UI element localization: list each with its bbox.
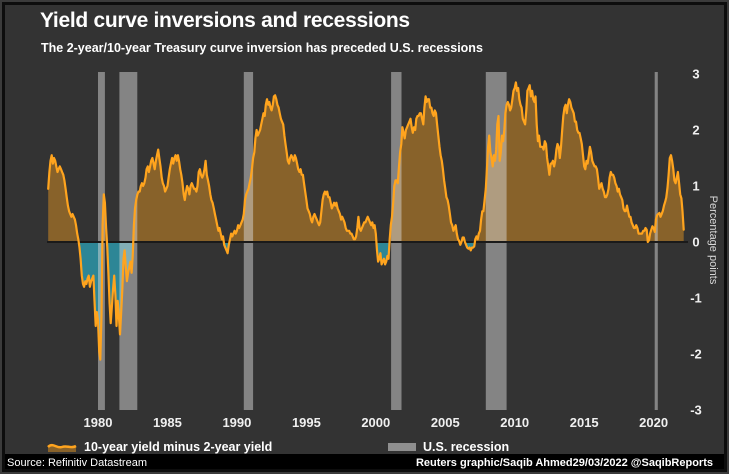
chart-legend: 10-year yield minus 2-year yield U.S. re… [2, 438, 727, 455]
y-axis-title: Percentage points [707, 196, 719, 285]
legend-label-spread: 10-year yield minus 2-year yield [84, 439, 273, 454]
y-tick-label: 3 [692, 67, 699, 82]
x-tick-label: 1980 [84, 415, 113, 430]
chart-title: Yield curve inversions and recessions [40, 9, 410, 32]
x-tick-label: 2010 [500, 415, 529, 430]
y-tick-label: -1 [690, 291, 702, 306]
spread-line [47, 81, 685, 361]
yield-spread-swatch-icon [47, 443, 77, 452]
y-tick-label: 1 [692, 179, 699, 194]
y-tick-label: 2 [692, 123, 699, 138]
y-tick-label: 0 [692, 235, 699, 250]
x-tick-label: 2000 [361, 415, 390, 430]
x-tick-label: 2015 [570, 415, 599, 430]
x-tick-label: 1985 [153, 415, 182, 430]
y-tick-label: -2 [690, 347, 702, 362]
x-tick-label: 2020 [639, 415, 668, 430]
recession-swatch-icon [388, 442, 416, 451]
source-text: Source: Refinitiv Datastream [7, 457, 147, 469]
positive-area [48, 82, 684, 243]
x-tick-label: 1990 [222, 415, 251, 430]
legend-label-recession: U.S. recession [423, 439, 510, 454]
chart-subtitle: The 2-year/10-year Treasury curve invers… [41, 41, 483, 55]
credit-text: Reuters graphic/Saqib Ahmed29/03/2022 @S… [415, 457, 713, 469]
x-tick-label: 1995 [292, 415, 321, 430]
x-axis-labels: 1980 1985 1990 1995 2000 2005 2010 2015 2020 [84, 415, 669, 430]
legend-item-spread: 10-year yield minus 2-year yield [47, 438, 272, 455]
y-axis-labels: 3 2 1 0 -1 -2 -3 [690, 67, 702, 418]
negative-area [48, 242, 684, 360]
y-tick-label: -3 [690, 403, 702, 418]
legend-item-recession: U.S. recession [388, 438, 509, 455]
footer-bar: Source: Refinitiv Datastream Reuters gra… [2, 454, 727, 472]
x-tick-label: 2005 [431, 415, 460, 430]
